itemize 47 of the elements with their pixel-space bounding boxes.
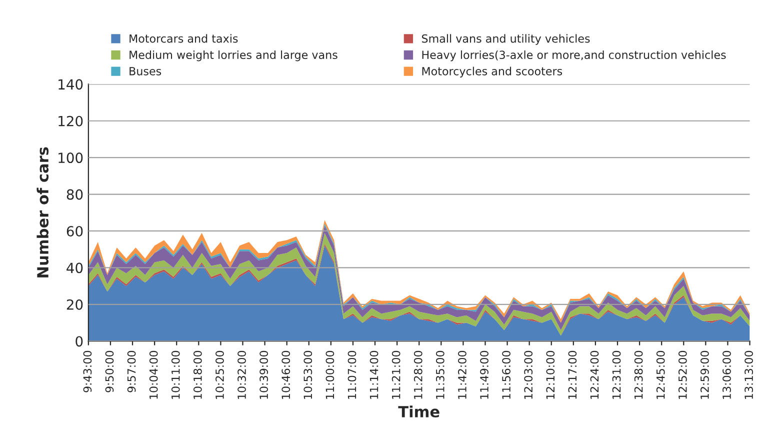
legend-label: Medium weight lorries and large vans [130,50,338,62]
x-tick-label: 10:04:00 [149,350,158,399]
x-tick-label: 10:18:00 [193,350,202,399]
x-tick-label: 10:39:00 [260,350,268,399]
y-tick-label: 40 [66,262,83,274]
x-tick-label: 11:42:00 [458,350,466,399]
y-tick-label: 20 [66,299,83,310]
legend-label: Small vans and utility vehicles [422,34,590,45]
x-tick-label: 12:45:00 [656,350,665,399]
x-tick-label: 11:00:00 [326,350,334,399]
x-tick-label: 13:13:00 [744,350,753,399]
x-tick-label: 12:59:00 [700,350,709,399]
y-tick-label: 140 [58,79,83,90]
x-tick-label: 9:43:00 [83,350,92,392]
y-tick-label: 100 [58,152,83,164]
legend-label: Motorcycles and scooters [422,66,562,78]
y-axis-title: Number of cars [36,147,49,278]
x-tick-label: 11:28:00 [414,350,422,399]
x-tick-label: 10:46:00 [282,350,290,399]
x-tick-label: 11:56:00 [502,350,510,399]
x-tick-label: 12:03:00 [524,350,533,399]
x-tick-label: 11:35:00 [436,350,444,399]
x-tick-label: 11:21:00 [392,350,400,399]
x-tick-label: 13:06:00 [722,350,731,399]
y-tick-label: 60 [66,226,83,236]
x-tick-label: 10:25:00 [216,350,224,399]
x-tick-label: 12:52:00 [678,350,687,399]
x-tick-label: 12:31:00 [612,350,621,399]
x-tick-label: 12:24:00 [590,350,599,399]
x-axis-title: Time [398,406,440,418]
x-tick-label: 12:17:00 [568,350,577,399]
y-tick-label: 0 [76,336,83,347]
x-tick-label: 11:14:00 [370,350,378,399]
x-tick-label: 10:32:00 [238,350,246,399]
x-tick-label: 12:10:00 [546,350,555,399]
x-tick-label: 11:07:00 [348,350,356,399]
legend-label: Heavy lorries(3-axle or more,and construction vehicles [422,50,726,62]
x-tick-label: 12:38:00 [634,350,643,399]
x-tick-label: 10:53:00 [304,350,312,399]
y-tick-label: 80 [66,189,83,200]
x-tick-label: 9:57:00 [127,350,136,392]
y-tick-label: 120 [58,116,83,126]
legend-label: Buses [130,67,162,76]
x-tick-label: 9:50:00 [105,350,114,392]
legend-label: Motorcars and taxis [130,34,238,43]
x-tick-label: 11:49:00 [480,350,488,399]
x-tick-label: 10:11:00 [171,350,180,399]
